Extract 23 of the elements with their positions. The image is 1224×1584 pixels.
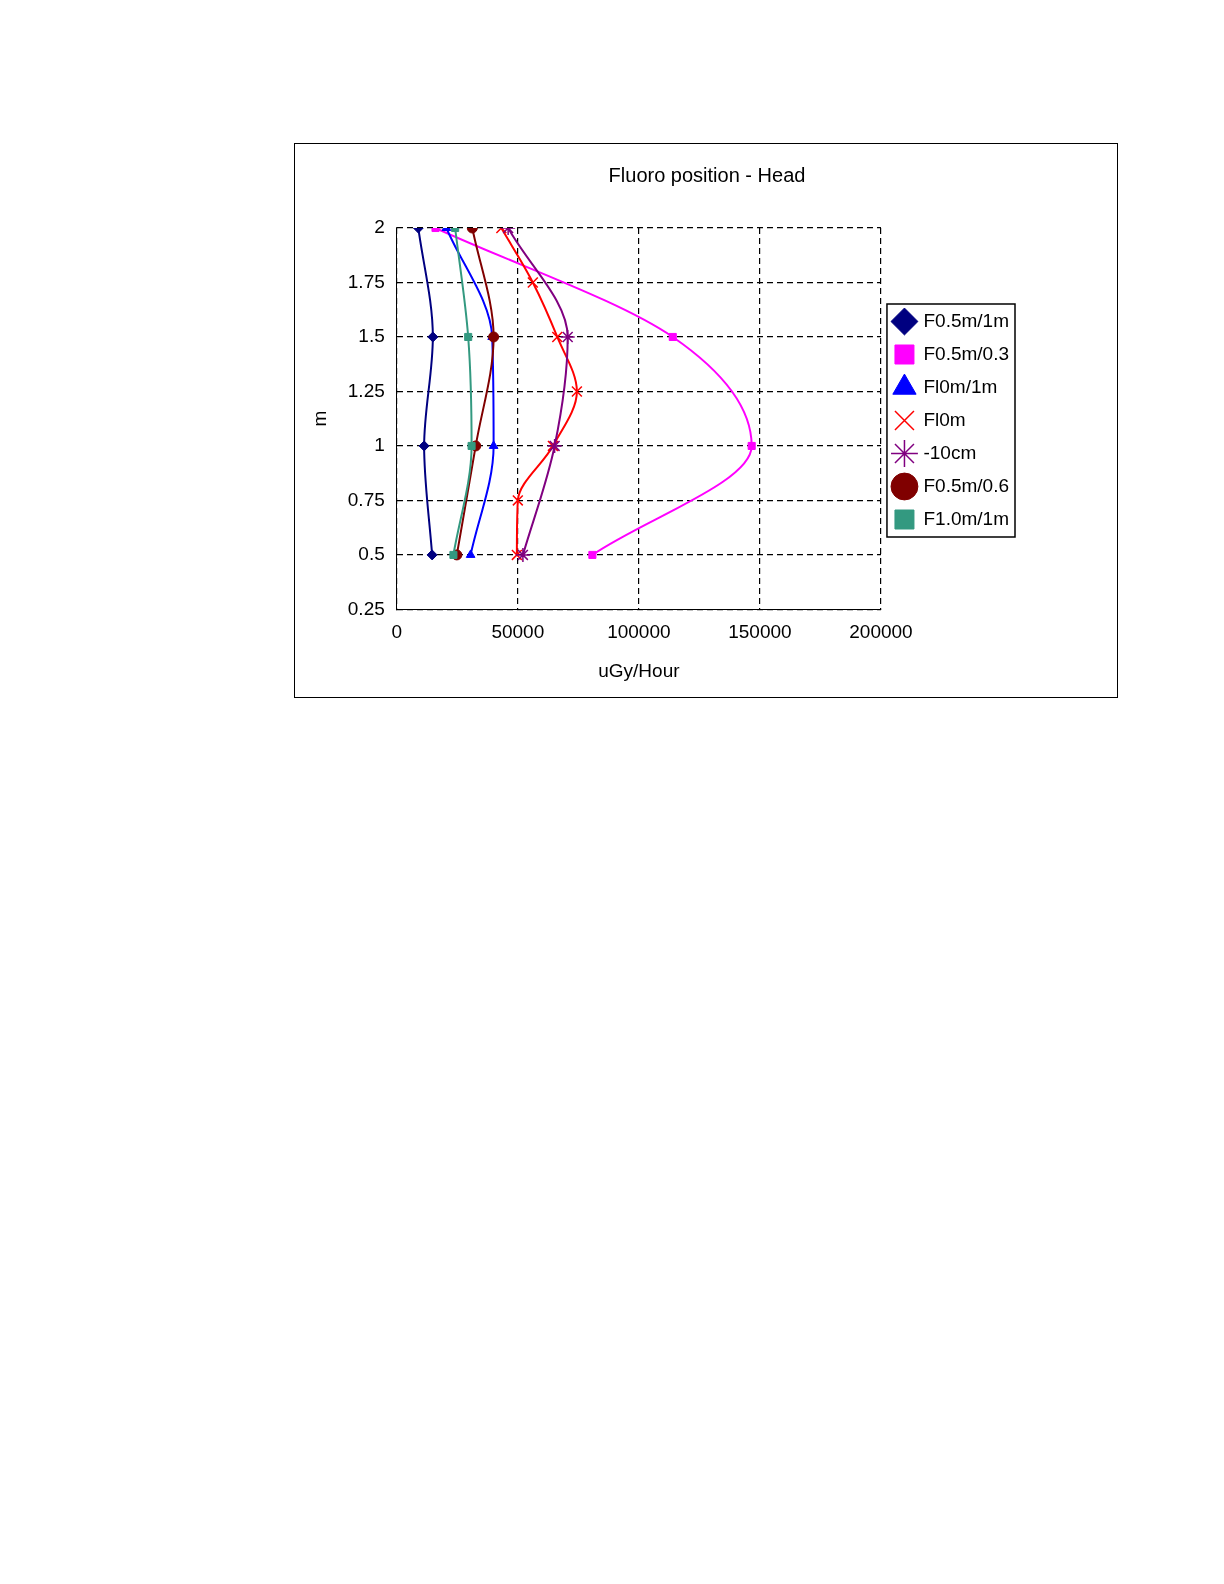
y-tick-label: 0.25 — [347, 597, 385, 619]
legend-label: F0.5m/1m — [923, 309, 1009, 331]
legend-label: F0.5m/0.6 — [923, 474, 1010, 496]
y-tick-label: 2 — [374, 216, 385, 238]
y-tick-label: 1.75 — [347, 270, 385, 292]
y-tick-label: 1.25 — [347, 379, 385, 401]
y-tick-label: 1 — [374, 434, 385, 456]
legend-label: -10cm — [923, 441, 977, 463]
x-axis-title: uGy/Hour — [598, 659, 681, 681]
legend-label: Fl0m — [923, 408, 966, 430]
y-axis-title: m — [308, 410, 330, 427]
legend-label: F0.5m/0.3 — [923, 342, 1010, 364]
x-tick-label: 0 — [391, 621, 403, 643]
y-tick-label: 1.5 — [358, 325, 385, 347]
x-tick-label: 150000 — [728, 621, 792, 643]
y-tick-label: 0.75 — [347, 488, 385, 510]
x-tick-label: 200000 — [849, 621, 913, 643]
y-tick-label: 0.5 — [358, 543, 385, 565]
legend-label: F1.0m/1m — [923, 507, 1009, 529]
legend-label: Fl0m/1m — [923, 375, 998, 397]
x-tick-label: 100000 — [607, 621, 671, 643]
chart-title: Fluoro position - Head — [608, 163, 806, 186]
x-tick-label: 50000 — [491, 621, 545, 643]
